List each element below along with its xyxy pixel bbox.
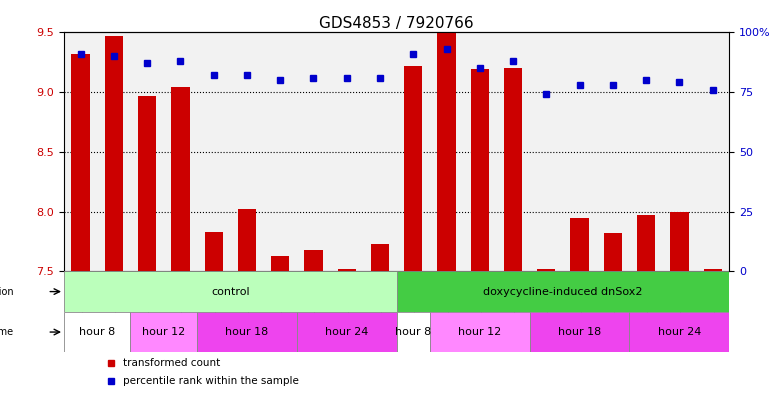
Bar xyxy=(596,32,629,271)
Bar xyxy=(238,209,256,271)
Bar xyxy=(430,312,530,352)
Bar xyxy=(64,271,396,312)
Bar xyxy=(563,32,596,271)
Bar xyxy=(204,232,223,271)
Bar xyxy=(570,218,589,271)
Bar xyxy=(696,32,729,271)
Bar xyxy=(64,32,98,271)
Text: hour 8: hour 8 xyxy=(395,327,431,337)
Text: transformed count: transformed count xyxy=(122,358,220,367)
Text: hour 18: hour 18 xyxy=(225,327,268,337)
Text: control: control xyxy=(211,286,250,297)
Bar xyxy=(172,87,190,271)
Bar xyxy=(130,32,164,271)
Bar xyxy=(105,36,123,271)
Bar xyxy=(297,312,397,352)
Bar xyxy=(530,312,629,352)
Bar xyxy=(197,32,230,271)
Text: genotype/variation: genotype/variation xyxy=(0,286,14,297)
Bar xyxy=(271,256,289,271)
Bar xyxy=(330,32,363,271)
Bar xyxy=(138,95,156,271)
Bar xyxy=(704,269,722,271)
Bar xyxy=(64,312,130,352)
Bar xyxy=(404,66,423,271)
Bar xyxy=(397,32,430,271)
Bar xyxy=(430,32,463,271)
Bar xyxy=(537,269,555,271)
Bar xyxy=(670,211,689,271)
Bar xyxy=(370,244,389,271)
Bar xyxy=(363,32,397,271)
Bar xyxy=(496,32,530,271)
Bar xyxy=(629,32,663,271)
Bar xyxy=(438,0,456,271)
Text: doxycycline-induced dnSox2: doxycycline-induced dnSox2 xyxy=(484,286,643,297)
Bar xyxy=(663,32,696,271)
Text: time: time xyxy=(0,327,14,337)
Bar xyxy=(230,32,264,271)
Bar xyxy=(463,32,496,271)
Bar xyxy=(98,32,130,271)
Bar xyxy=(197,312,297,352)
Bar xyxy=(530,32,563,271)
Bar xyxy=(304,250,323,271)
Bar xyxy=(338,269,356,271)
Bar xyxy=(130,312,197,352)
Bar xyxy=(397,271,729,312)
Bar xyxy=(604,233,622,271)
Text: hour 24: hour 24 xyxy=(325,327,368,337)
Bar xyxy=(470,69,489,271)
Bar xyxy=(504,68,523,271)
Bar xyxy=(264,32,297,271)
Bar xyxy=(629,312,729,352)
Title: GDS4853 / 7920766: GDS4853 / 7920766 xyxy=(319,16,474,31)
Bar xyxy=(72,54,90,271)
Bar xyxy=(297,32,330,271)
Bar xyxy=(397,312,430,352)
Text: hour 8: hour 8 xyxy=(79,327,115,337)
Text: hour 12: hour 12 xyxy=(142,327,186,337)
Text: hour 18: hour 18 xyxy=(558,327,601,337)
Text: hour 24: hour 24 xyxy=(658,327,701,337)
Text: percentile rank within the sample: percentile rank within the sample xyxy=(122,376,299,386)
Text: hour 12: hour 12 xyxy=(458,327,502,337)
Bar xyxy=(637,215,655,271)
Bar xyxy=(164,32,197,271)
